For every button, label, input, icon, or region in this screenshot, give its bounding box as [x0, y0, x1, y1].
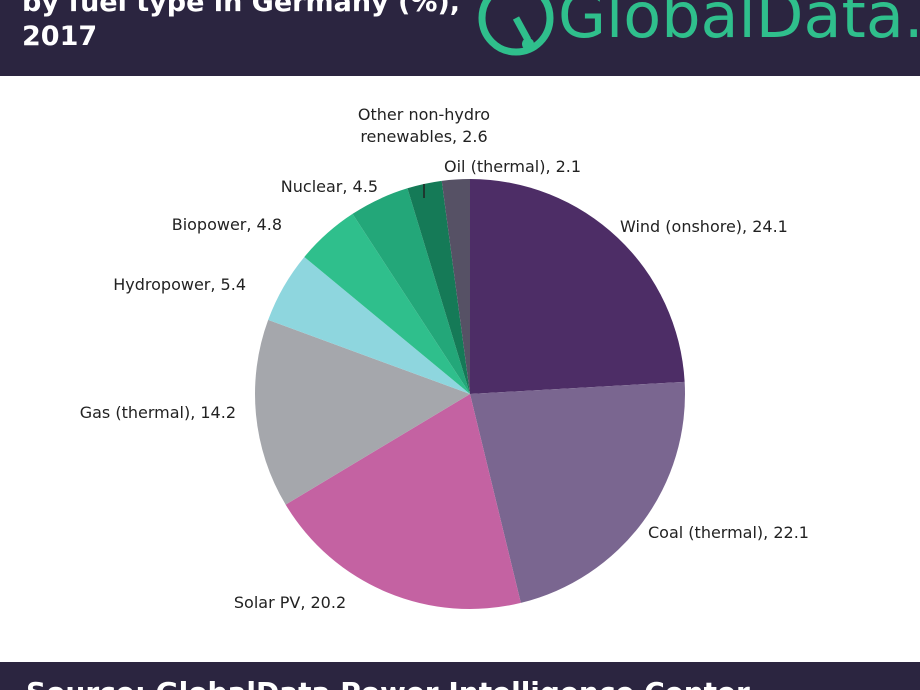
slice-label-other-non-hydro-renewables: Other non-hydro renewables, 2.6	[358, 105, 490, 146]
pie-slice-other-non-hydro-renewables	[407, 180, 470, 394]
slice-label-coal-thermal: Coal (thermal), 22.1	[648, 523, 809, 542]
slice-label-solar-pv: Solar PV, 20.2	[234, 593, 346, 612]
slice-label-wind-onshore: Wind (onshore), 24.1	[620, 217, 788, 236]
pie-slice-hydropower	[268, 256, 470, 394]
header-banner: by fuel type in Germany (%), 2017 Global…	[0, 0, 920, 76]
pie-slice-nuclear	[352, 188, 470, 394]
globaldata-logo-icon	[478, 0, 554, 56]
pie-chart: Wind (onshore), 24.1 Coal (thermal), 22.1…	[80, 105, 809, 612]
slice-label-biopower: Biopower, 4.8	[172, 215, 282, 234]
pie-slice-biopower	[304, 213, 470, 394]
pie-slices	[255, 179, 685, 609]
pie-slice-coal-thermal	[470, 381, 685, 603]
slice-label-hydropower: Hydropower, 5.4	[113, 275, 246, 294]
pie-slice-wind-onshore	[470, 179, 685, 394]
pie-slice-solar-pv	[285, 394, 521, 609]
brand-name: GlobalData.	[558, 0, 920, 52]
slice-labels: Wind (onshore), 24.1 Coal (thermal), 22.1…	[80, 105, 809, 612]
slice-label-oil-thermal: Oil (thermal), 2.1	[444, 157, 581, 176]
pie-slice-gas-thermal	[255, 319, 470, 505]
source-note: Source: GlobalData Power Intelligence Ce…	[26, 676, 750, 690]
footer-banner: Source: GlobalData Power Intelligence Ce…	[0, 662, 920, 690]
slice-label-gas-thermal: Gas (thermal), 14.2	[80, 403, 236, 422]
slice-label-nuclear: Nuclear, 4.5	[281, 177, 378, 196]
pie-slice-oil-thermal	[441, 179, 470, 394]
chart-title: by fuel type in Germany (%), 2017	[22, 0, 461, 52]
